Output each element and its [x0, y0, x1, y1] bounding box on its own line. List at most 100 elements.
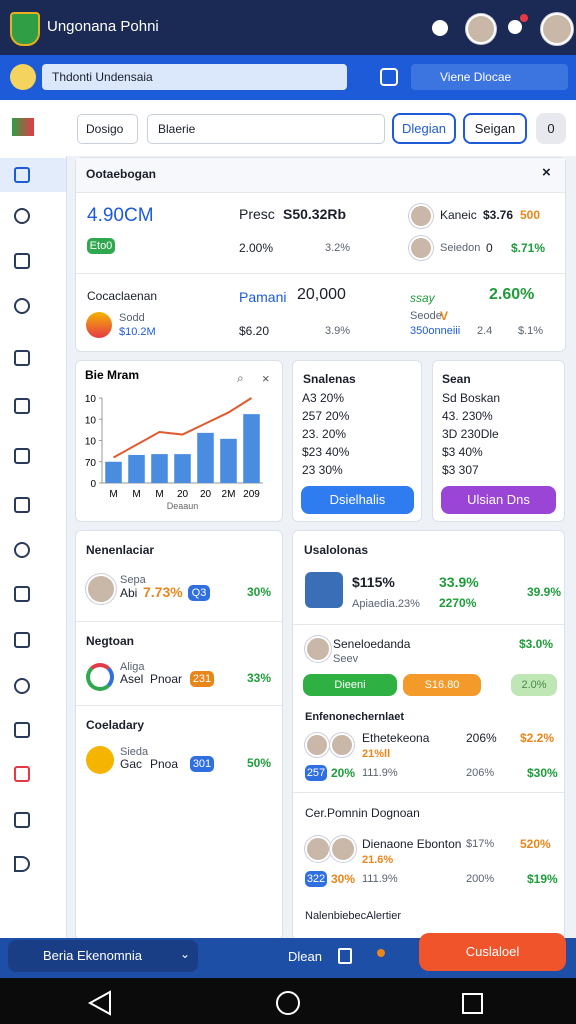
button[interactable]: Cuslaloel — [419, 933, 566, 971]
nav-icon[interactable] — [14, 398, 30, 414]
button[interactable]: Dlegian — [392, 113, 456, 144]
search-field[interactable] — [42, 64, 347, 90]
dropdown-text: Beria Ekenomnia — [43, 948, 142, 963]
system-nav — [0, 978, 576, 1024]
icon[interactable] — [508, 20, 522, 34]
chevron: ⌄ — [180, 947, 191, 961]
avatar[interactable] — [466, 14, 496, 44]
divider — [293, 792, 564, 793]
search-text: Thdonti Undensaia — [52, 70, 153, 84]
nav-icon[interactable] — [14, 448, 30, 464]
divider — [293, 624, 564, 625]
dropdown[interactable] — [8, 940, 198, 972]
nav-icon[interactable] — [14, 678, 30, 694]
value: $6.20 — [239, 324, 270, 338]
field[interactable] — [77, 114, 138, 144]
close[interactable]: × — [542, 164, 551, 181]
nav-icon[interactable] — [14, 766, 30, 782]
thumbnail — [305, 572, 343, 608]
link[interactable]: Dlean — [288, 949, 322, 964]
value: 500 — [520, 208, 541, 222]
pct: 3.2% — [325, 242, 351, 254]
icon — [86, 746, 114, 774]
value: 50% — [247, 756, 272, 770]
nav-buttons — [87, 990, 483, 1016]
icon[interactable] — [377, 949, 385, 957]
value: 2270% — [439, 596, 477, 610]
sub: Apiaedia.23% — [352, 598, 420, 610]
nav-icon[interactable] — [14, 167, 30, 183]
value: 200% — [466, 873, 495, 885]
section-title: Nenenlaciar — [86, 543, 155, 557]
icon[interactable] — [338, 948, 352, 964]
button[interactable]: Dieeni — [303, 674, 397, 696]
nav-icon[interactable] — [14, 350, 30, 366]
line: 23. 20% — [302, 427, 347, 441]
button[interactable]: Seigan — [463, 113, 527, 144]
icon[interactable] — [380, 68, 398, 86]
home[interactable] — [276, 991, 300, 1015]
section-title: Enfenonechernlaet — [305, 711, 405, 723]
icon[interactable] — [432, 20, 448, 36]
nav-icon[interactable] — [14, 632, 30, 648]
field-text: Blaerie — [158, 122, 196, 136]
footer-text: NalenbiebecAlertier — [305, 910, 401, 922]
line: 3D 230Dle — [442, 427, 499, 441]
line: 23 30% — [302, 463, 343, 477]
close[interactable]: × — [262, 371, 270, 386]
button[interactable]: 0 — [536, 113, 566, 144]
value: $3.76 — [483, 208, 514, 222]
sub: $10.2M — [119, 326, 156, 338]
value: $19% — [527, 872, 558, 886]
badge — [520, 14, 528, 22]
nav-icon[interactable] — [14, 298, 30, 314]
toolbar — [0, 100, 576, 156]
y-tick-label: 0 — [90, 479, 96, 490]
badge: 257 — [305, 765, 327, 781]
back[interactable] — [87, 990, 111, 1016]
x-tick-label: M — [155, 489, 163, 500]
button[interactable]: S16.80 — [403, 674, 481, 696]
button[interactable]: 2.0% — [511, 674, 557, 696]
nav-icon[interactable] — [14, 722, 30, 738]
tag: 21%ll — [362, 748, 391, 760]
bar — [220, 438, 237, 483]
value: $115% — [352, 574, 395, 590]
button[interactable]: Ulsian Dns — [441, 486, 556, 514]
line: $3 307 — [442, 463, 479, 477]
name: Ethetekeona — [362, 731, 430, 745]
recents[interactable] — [462, 993, 483, 1014]
badge: 301 — [190, 756, 214, 772]
line: 257 20% — [302, 409, 350, 423]
bar — [197, 432, 214, 483]
nav-icon[interactable] — [14, 497, 30, 513]
field[interactable] — [147, 114, 385, 144]
nav-icon[interactable] — [14, 586, 30, 602]
bar — [105, 461, 122, 483]
divider — [76, 273, 565, 274]
nav-icon[interactable] — [14, 542, 30, 558]
button[interactable]: Dsielhalis — [301, 486, 414, 514]
avatar[interactable] — [541, 13, 573, 45]
sub: Seev — [333, 653, 359, 665]
pct: 7.73% — [143, 584, 183, 600]
icon[interactable]: ⌕ — [237, 371, 244, 385]
nav-icon[interactable] — [14, 253, 30, 269]
badge: Eto0 — [87, 238, 115, 254]
value: S50.32Rb — [283, 206, 347, 222]
nav-icon[interactable] — [14, 856, 30, 872]
icon[interactable] — [10, 64, 36, 90]
value: $30% — [527, 766, 558, 780]
name: Kaneic — [440, 208, 477, 222]
avatar — [305, 636, 331, 662]
value: 111.9% — [362, 873, 398, 885]
nav-icon[interactable] — [14, 812, 30, 828]
dropdown[interactable] — [411, 64, 568, 90]
value: 206% — [466, 767, 495, 779]
value: 30% — [331, 872, 356, 886]
field-text: Dosigo — [86, 122, 124, 136]
badge: Q3 — [188, 585, 210, 601]
sub: Aliga — [120, 661, 145, 673]
nav-icon[interactable] — [14, 208, 30, 224]
